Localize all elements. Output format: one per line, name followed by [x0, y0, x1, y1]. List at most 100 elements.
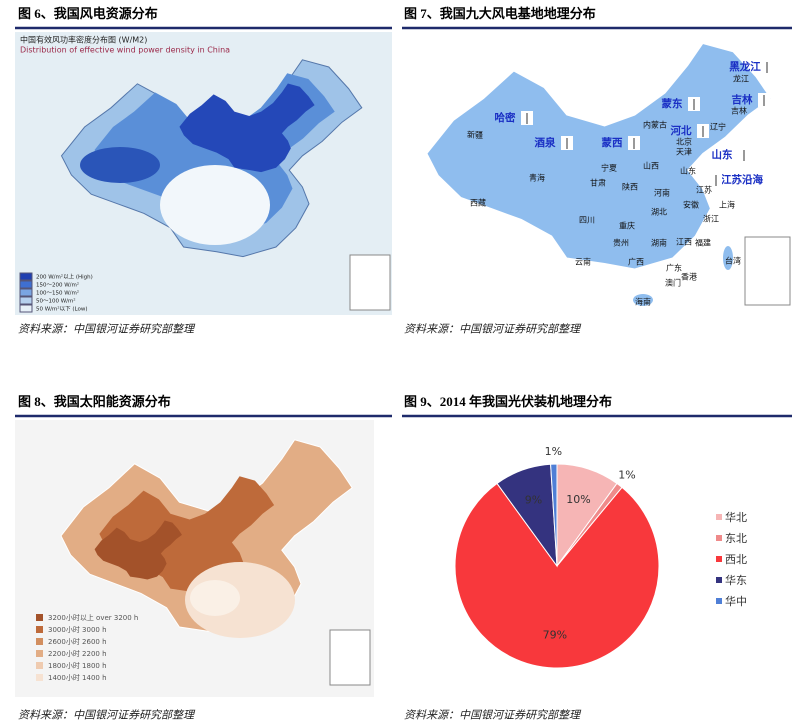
map-region	[80, 147, 160, 183]
legend-swatch	[19, 288, 33, 297]
inset-box	[349, 254, 391, 311]
region-label: 海南	[635, 297, 651, 307]
legend-label: 1800小时 1800 h	[48, 661, 107, 670]
region-label: 贵州	[613, 238, 629, 248]
legend-label: 华东	[725, 573, 747, 587]
map-heading: 中国有效风功率密度分布图 (W/M2)	[20, 35, 147, 45]
map-region	[723, 246, 733, 270]
legend-swatch	[36, 674, 43, 681]
base-label: 蒙西	[602, 136, 623, 149]
region-label: 澳门	[665, 278, 681, 288]
region-label: 重庆	[619, 221, 635, 231]
legend-swatch	[716, 514, 722, 520]
region-label: 安徽	[683, 200, 699, 210]
region-label: 山西	[643, 161, 659, 171]
legend-label: 东北	[725, 532, 747, 545]
region-label: 河南	[654, 188, 670, 198]
region-label: 天津	[676, 147, 692, 157]
data-label: 1%	[618, 469, 635, 482]
legend-swatch	[716, 556, 722, 562]
map-region	[160, 165, 270, 245]
base-label: 河北	[671, 124, 692, 137]
figure-title: 图 9、2014 年我国光伏装机地理分布	[404, 394, 612, 409]
region-label: 甘肃	[590, 178, 606, 188]
legend-swatch	[36, 662, 43, 669]
region-label: 四川	[579, 216, 595, 225]
legend-label: 150～200 W/m²	[36, 282, 79, 289]
map-region	[179, 83, 315, 173]
figure-title: 图 7、我国九大风电基地地理分布	[404, 6, 596, 21]
base-label: 黑龙江	[729, 60, 761, 73]
pie-slice	[550, 463, 558, 567]
region-label: 江西	[676, 238, 692, 247]
figure-title: 图 8、我国太阳能资源分布	[18, 394, 171, 409]
legend-swatch	[19, 296, 33, 305]
legend-label: 200 W/m²以上 (High)	[36, 273, 93, 281]
region-label: 山东	[680, 166, 696, 176]
figure-source: 资料来源：中国银河证券研究部整理	[404, 709, 582, 722]
legend-swatch	[36, 638, 43, 645]
region-label: 上海	[719, 200, 735, 210]
pie-slice	[454, 482, 660, 669]
region-label: 北京	[676, 137, 692, 147]
region-label: 广东	[666, 263, 682, 273]
legend-swatch	[19, 280, 33, 289]
legend-label: 50 W/m²以下 (Low)	[36, 306, 87, 313]
figure-source: 资料来源：中国银河证券研究部整理	[18, 709, 196, 722]
region-label: 吉林	[731, 106, 747, 116]
region-label: 内蒙古	[643, 120, 667, 130]
figure-source: 资料来源：中国银河证券研究部整理	[18, 323, 196, 336]
region-label: 宁夏	[601, 163, 617, 173]
legend-label: 3000小时 3000 h	[48, 625, 107, 634]
base-label: 山东	[712, 148, 733, 161]
legend-swatch	[716, 535, 722, 541]
map-region	[94, 520, 182, 580]
legend-swatch	[716, 577, 722, 583]
data-label: 1%	[545, 445, 562, 458]
region-label: 湖北	[651, 208, 667, 217]
legend-swatch	[19, 272, 33, 281]
base-label: 哈密	[495, 111, 516, 124]
inset-box	[744, 236, 791, 306]
region-label: 陕西	[622, 182, 638, 192]
region-label: 龙江	[733, 74, 749, 84]
map-region	[426, 42, 772, 270]
legend-swatch	[716, 598, 722, 604]
map-subheading: Distribution of effective wind power den…	[20, 46, 230, 55]
figure-title: 图 6、我国风电资源分布	[18, 6, 158, 21]
figure-source: 资料来源：中国银河证券研究部整理	[404, 323, 582, 336]
legend-label: 1400小时 1400 h	[48, 673, 107, 682]
legend-label: 华北	[725, 510, 747, 524]
region-label: 江苏	[696, 185, 712, 195]
legend-label: 3200小时以上 over 3200 h	[48, 613, 138, 622]
legend-label: 2600小时 2600 h	[48, 637, 107, 646]
region-label: 湖南	[651, 238, 667, 248]
legend-swatch	[36, 626, 43, 633]
data-label: 9%	[525, 494, 542, 507]
region-label: 福建	[695, 238, 711, 248]
legend-label: 华中	[725, 594, 747, 608]
region-label: 云南	[575, 257, 591, 267]
map-region	[190, 580, 240, 616]
legend-swatch	[19, 304, 33, 313]
base-label: 蒙东	[662, 97, 683, 110]
data-label: 10%	[566, 493, 590, 506]
legend-label: 2200小时 2200 h	[48, 649, 107, 658]
region-label: 西藏	[470, 198, 486, 208]
legend-label: 西北	[725, 553, 747, 566]
region-label: 浙江	[703, 214, 719, 224]
inset-box	[329, 629, 371, 686]
region-label: 台湾	[725, 256, 741, 266]
base-label: 酒泉	[535, 136, 556, 149]
legend-swatch	[36, 650, 43, 657]
region-label: 青海	[529, 173, 545, 183]
region-label: 辽宁	[710, 122, 726, 132]
region-label: 广西	[628, 257, 644, 267]
data-label: 79%	[543, 628, 567, 641]
base-label: 吉林	[732, 93, 753, 106]
region-label: 新疆	[467, 130, 483, 140]
map-region	[633, 294, 653, 306]
legend-label: 100～150 W/m²	[36, 290, 79, 297]
legend-label: 50～100 W/m²	[36, 298, 76, 305]
